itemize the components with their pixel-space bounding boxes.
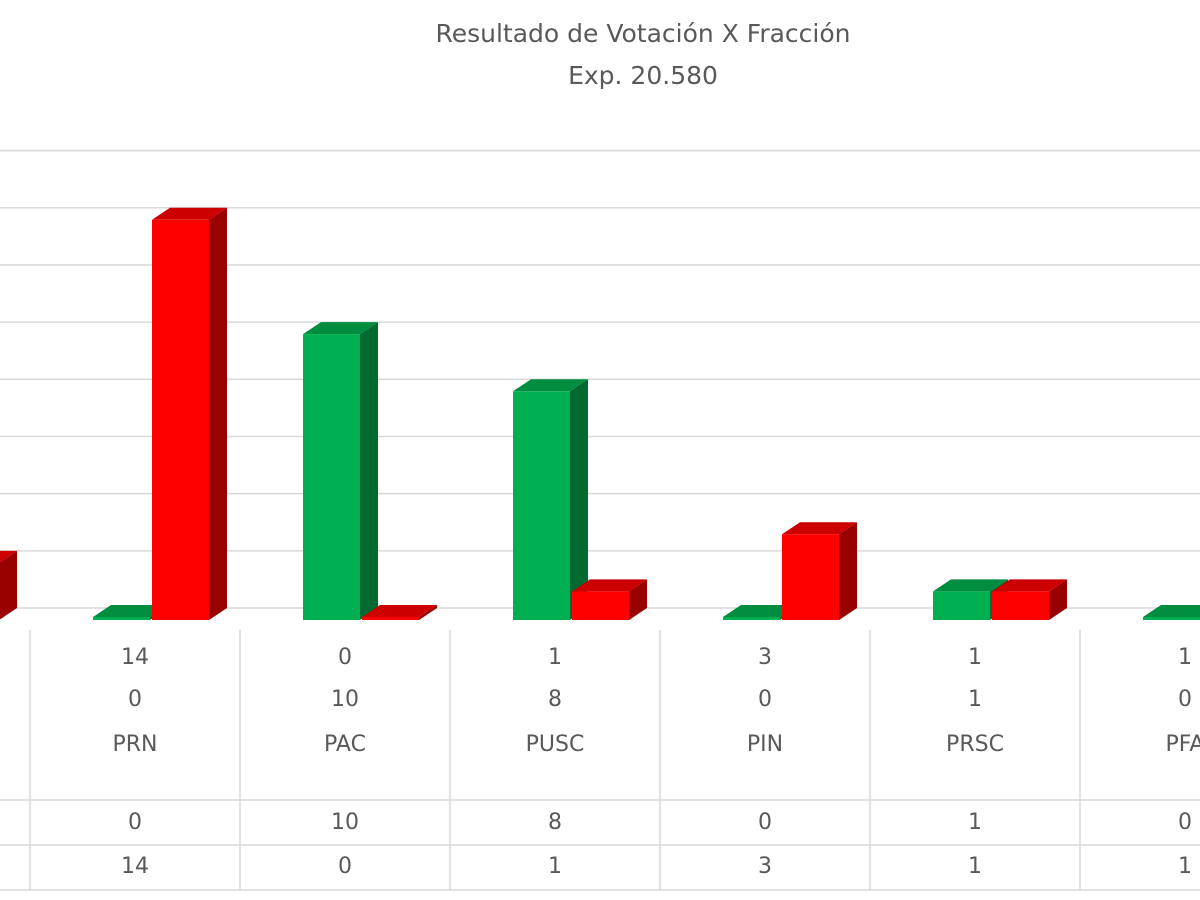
bar-side bbox=[360, 322, 378, 620]
bar-top bbox=[992, 579, 1067, 592]
bar bbox=[362, 605, 437, 620]
table-cell: 8 bbox=[548, 810, 562, 835]
table-cell: 1 bbox=[968, 810, 982, 835]
bar bbox=[572, 579, 647, 620]
table-cell: 0 bbox=[128, 810, 142, 835]
bar-front bbox=[723, 617, 780, 620]
bar bbox=[1143, 605, 1200, 620]
axis-value-label: 8 bbox=[548, 687, 562, 712]
bar-front bbox=[513, 391, 570, 620]
bar-top bbox=[572, 579, 647, 592]
bar-top bbox=[362, 605, 437, 617]
bar-side bbox=[839, 522, 857, 620]
axis-value-label: 1 bbox=[968, 687, 982, 712]
x-tick-label: PRSC bbox=[946, 732, 1004, 757]
x-tick-label: PAC bbox=[324, 732, 366, 757]
bar bbox=[152, 207, 227, 620]
bar-front bbox=[93, 617, 150, 620]
chart-title: Resultado de Votación X Fracción bbox=[435, 19, 850, 48]
bar-front bbox=[362, 617, 419, 620]
bar-side bbox=[1049, 579, 1067, 620]
axis-value-label: 14 bbox=[121, 645, 149, 670]
table-cell: 1 bbox=[548, 854, 562, 879]
table-cell: 0 bbox=[758, 810, 772, 835]
bar-top bbox=[152, 207, 227, 220]
table-cell: 14 bbox=[121, 854, 149, 879]
table-cell: 1 bbox=[1178, 854, 1192, 879]
bar-front bbox=[992, 591, 1049, 620]
x-tick-label: PIN bbox=[747, 732, 783, 757]
bar bbox=[782, 522, 857, 620]
x-tick-label: PFA bbox=[1166, 732, 1200, 757]
chart-subtitle: Exp. 20.580 bbox=[568, 61, 718, 90]
table-lines bbox=[0, 799, 1200, 891]
axis-value-label: 3 bbox=[758, 645, 772, 670]
x-tick-label: PRN bbox=[112, 732, 157, 757]
bar bbox=[513, 379, 588, 620]
bar-top bbox=[93, 605, 168, 617]
bar-front bbox=[782, 534, 839, 620]
bar-side bbox=[570, 379, 588, 620]
bar-top bbox=[782, 522, 857, 535]
table-cell: 0 bbox=[1178, 810, 1192, 835]
axis-value-label: 1 bbox=[548, 645, 562, 670]
axis-value-label: 1 bbox=[1178, 645, 1192, 670]
axis-value-label: 0 bbox=[758, 687, 772, 712]
bar bbox=[992, 579, 1067, 620]
table-cell: 0 bbox=[338, 854, 352, 879]
axis-value-label: 10 bbox=[331, 687, 359, 712]
bar-top bbox=[933, 579, 1008, 592]
bar-side bbox=[629, 579, 647, 620]
bar bbox=[303, 322, 378, 620]
bar bbox=[0, 550, 17, 620]
table-cell: 3 bbox=[758, 854, 772, 879]
axis-value-label: 1 bbox=[968, 645, 982, 670]
x-tick-label: PUSC bbox=[526, 732, 585, 757]
bar-top bbox=[1143, 605, 1200, 617]
bar-front bbox=[933, 591, 990, 620]
table-cell: 1 bbox=[968, 854, 982, 879]
bar-front bbox=[1143, 617, 1200, 620]
bar-side bbox=[0, 550, 17, 620]
axis-value-label: 0 bbox=[128, 687, 142, 712]
bar-side bbox=[419, 605, 437, 620]
axis-value-label: 0 bbox=[338, 645, 352, 670]
bar-side bbox=[209, 207, 227, 620]
bar-front bbox=[303, 334, 360, 620]
bar-top bbox=[723, 605, 798, 617]
bar-front bbox=[152, 219, 209, 620]
bar-top bbox=[0, 550, 17, 563]
bar-top bbox=[303, 322, 378, 335]
bar-front bbox=[572, 591, 629, 620]
table-cell: 10 bbox=[331, 810, 359, 835]
axis-value-label: 0 bbox=[1178, 687, 1192, 712]
bar-top bbox=[513, 379, 588, 392]
